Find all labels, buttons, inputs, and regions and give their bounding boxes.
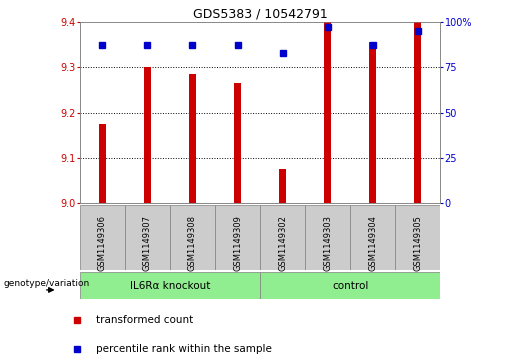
- Bar: [415, 22, 421, 203]
- Bar: [170, 205, 215, 270]
- Bar: [396, 205, 440, 270]
- Bar: [189, 74, 196, 203]
- Bar: [369, 42, 376, 203]
- Bar: [215, 205, 260, 270]
- Bar: [260, 205, 305, 270]
- Bar: [99, 124, 106, 203]
- Text: GSM1149309: GSM1149309: [233, 215, 242, 271]
- Text: GSM1149303: GSM1149303: [323, 215, 332, 271]
- Bar: [144, 67, 151, 203]
- Bar: [350, 205, 396, 270]
- Bar: [305, 205, 350, 270]
- Text: GSM1149308: GSM1149308: [188, 215, 197, 271]
- Text: GSM1149307: GSM1149307: [143, 215, 152, 271]
- Text: GSM1149304: GSM1149304: [368, 215, 377, 271]
- Text: IL6Rα knockout: IL6Rα knockout: [130, 281, 210, 291]
- Text: GSM1149305: GSM1149305: [414, 215, 422, 271]
- Text: control: control: [332, 281, 368, 291]
- Bar: [260, 272, 440, 299]
- Title: GDS5383 / 10542791: GDS5383 / 10542791: [193, 8, 328, 21]
- Text: GSM1149306: GSM1149306: [98, 215, 107, 271]
- Bar: [279, 169, 286, 203]
- Text: percentile rank within the sample: percentile rank within the sample: [96, 344, 272, 354]
- Bar: [80, 272, 260, 299]
- Text: genotype/variation: genotype/variation: [4, 279, 90, 287]
- Text: GSM1149302: GSM1149302: [278, 215, 287, 271]
- Bar: [80, 205, 125, 270]
- Bar: [324, 22, 331, 203]
- Bar: [125, 205, 170, 270]
- Bar: [234, 83, 241, 203]
- Text: transformed count: transformed count: [96, 315, 194, 325]
